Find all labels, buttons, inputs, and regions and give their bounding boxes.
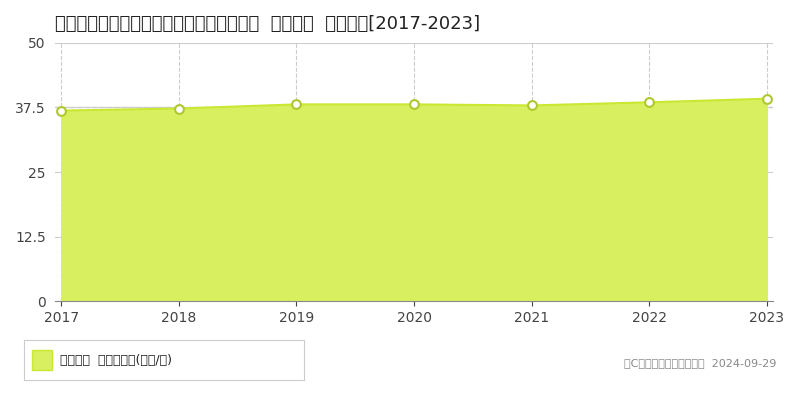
Point [173,105,186,112]
Text: （C）土地価格ドットコム  2024-09-29: （C）土地価格ドットコム 2024-09-29 [624,358,776,368]
Point [525,102,538,109]
Text: 愛知県春日井市如意申町４丁目２３番１９  基準地価  地価推移[2017-2023]: 愛知県春日井市如意申町４丁目２３番１９ 基準地価 地価推移[2017-2023] [55,15,481,33]
Text: 基準地価  平均坪単価(万円/坪): 基準地価 平均坪単価(万円/坪) [61,354,173,366]
Point [55,107,68,114]
Point [760,96,773,102]
Point [290,101,303,108]
Point [408,101,421,108]
Point [642,99,655,106]
Bar [32,350,52,370]
